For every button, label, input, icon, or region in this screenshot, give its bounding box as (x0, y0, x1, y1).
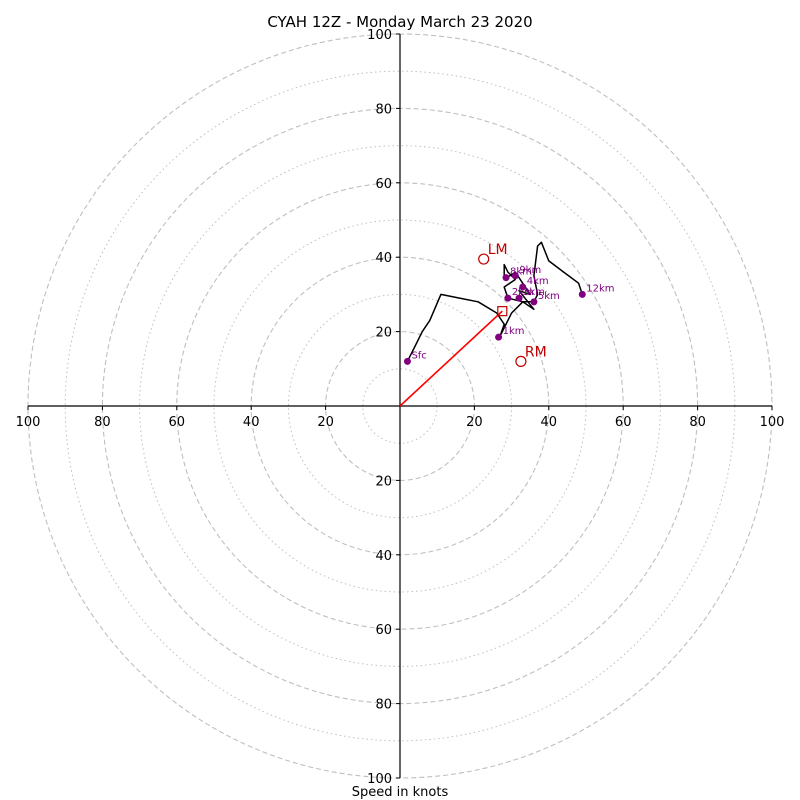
height-marker-label: 3km (523, 287, 545, 298)
height-marker-label: 9km (519, 265, 541, 276)
x-tick-label: 80 (689, 415, 706, 430)
x-tick-label: 20 (317, 415, 334, 430)
height-marker (495, 333, 503, 341)
x-tick-label: 80 (94, 415, 111, 430)
y-tick-label: 100 (367, 772, 392, 787)
height-marker (403, 357, 411, 365)
x-tick-label: 20 (466, 415, 483, 430)
x-tick-label: 60 (615, 415, 632, 430)
x-tick-label: 100 (760, 415, 785, 430)
storm-motion-marker (478, 253, 490, 265)
x-tick-label: 40 (243, 415, 260, 430)
x-axis-label: Speed in knots (352, 785, 449, 800)
chart-title: CYAH 12Z - Monday March 23 2020 (267, 13, 532, 31)
height-marker-label: 2km (512, 287, 534, 298)
height-marker-label: 1km (503, 326, 525, 337)
mean-wind-marker (497, 306, 508, 317)
y-tick-label: 20 (375, 474, 392, 489)
y-tick-label: 60 (375, 623, 392, 638)
x-tick-label: 60 (169, 415, 186, 430)
y-tick-label: 60 (375, 177, 392, 192)
height-marker-label: 8km (510, 267, 532, 278)
y-tick-label: 100 (367, 28, 392, 43)
ticks-layer: 100 80 60 40 20 20 40 60 80 100 20 20 40 40 60 60 80 80 10… (16, 28, 785, 787)
height-marker-label: Sfc (411, 350, 426, 361)
storm-motion-label: RM (525, 344, 547, 360)
x-tick-label: 100 (16, 415, 41, 430)
height-marker (578, 290, 586, 298)
height-marker (504, 294, 512, 302)
height-marker (515, 294, 523, 302)
x-tick-label: 40 (541, 415, 558, 430)
trace-layer (399, 241, 584, 407)
height-marker (530, 298, 538, 306)
y-tick-label: 80 (375, 102, 392, 117)
height-marker (511, 272, 519, 280)
storm-motion-marker (515, 355, 527, 367)
storm-motion-label: LM (488, 242, 508, 258)
y-tick-label: 80 (375, 698, 392, 713)
hodograph-trace (406, 241, 584, 362)
y-tick-label: 40 (375, 251, 392, 266)
y-tick-label: 20 (375, 326, 392, 341)
height-marker (519, 283, 527, 291)
height-marker-label: 12km (586, 283, 614, 294)
mean-wind-vector (399, 310, 503, 407)
y-tick-label: 40 (375, 549, 392, 564)
height-marker-label: 5km (538, 291, 560, 302)
height-marker (502, 274, 510, 282)
height-marker-label: 4km (527, 276, 549, 287)
